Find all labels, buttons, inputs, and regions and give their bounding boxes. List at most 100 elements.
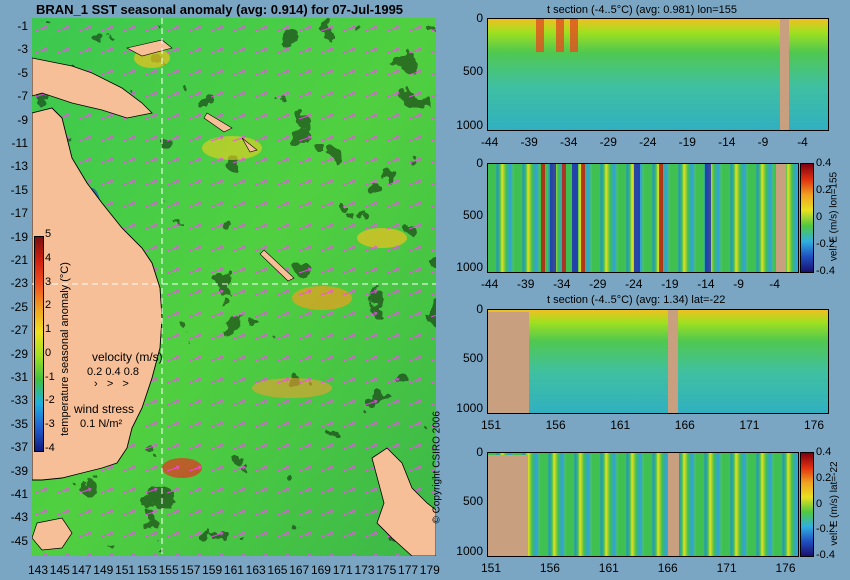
- velocity-colorbar-tick: -0.2: [816, 238, 835, 250]
- section-land: [668, 310, 679, 413]
- velocity-section[interactable]: [487, 163, 799, 273]
- x-tick: 176: [775, 561, 796, 575]
- longitude-ticks: 143 145 147 149 151 153 155 157 159 161 163 165 167 1…: [28, 563, 440, 577]
- lat-tick: -17: [10, 206, 28, 221]
- lat-tick: -11: [11, 136, 28, 150]
- section-land: [488, 312, 529, 413]
- colorbar-ticks: 5 4 3 2 1 0 -1 -2 -3 -4: [45, 228, 59, 454]
- lat-tick: -3: [17, 42, 28, 57]
- velocity-colorbar-tick: 0.4: [816, 446, 832, 458]
- velocity-streak: [562, 164, 567, 272]
- section-land: [780, 19, 789, 130]
- x-tick: 171: [716, 561, 737, 575]
- depth-tick: 1000: [456, 259, 483, 274]
- x-tick: 151: [481, 561, 502, 575]
- velocity-colorbar-tick: -0.4: [816, 265, 835, 277]
- velocity-streak: [540, 164, 545, 272]
- lat-tick: -33: [10, 393, 28, 408]
- lon-tick: 143: [28, 563, 49, 577]
- section-land: [667, 453, 679, 556]
- x-tick: 171: [739, 418, 760, 432]
- x-tick: 166: [657, 561, 678, 575]
- velocity-colorbar-label: vel. E (m/s) lat=-22: [828, 460, 840, 546]
- lat-tick: -5: [17, 65, 28, 80]
- x-tick: -34: [553, 277, 571, 291]
- depth-tick: 500: [462, 207, 483, 222]
- velocity-colorbar-tick: -0.2: [816, 523, 835, 536]
- velocity-legend-values: 0.2 0.4 0.8: [87, 366, 139, 378]
- x-tick: 176: [804, 418, 825, 432]
- velocity-streak: [633, 164, 640, 272]
- lon-tick: 149: [93, 563, 114, 577]
- lat-tick: -37: [10, 440, 28, 455]
- lat-tick: -7: [17, 89, 28, 104]
- velocity-colorbar-tick: 0.2: [816, 471, 832, 484]
- lon-tick: 155: [158, 563, 179, 577]
- temperature-section[interactable]: [487, 309, 829, 414]
- lon-tick: 173: [354, 563, 375, 577]
- velocity-section[interactable]: [487, 452, 799, 557]
- colorbar-tick: -3: [45, 418, 55, 431]
- colorbar-tick: 0: [45, 346, 52, 359]
- lat-tick: -23: [10, 276, 28, 291]
- anomaly-colorbar: [34, 236, 44, 452]
- lat-tick: -1: [17, 19, 28, 33]
- lon-tick: 175: [376, 563, 397, 577]
- depth-tick: 1000: [456, 543, 483, 558]
- x-tick: -39: [520, 135, 538, 149]
- lat-tick: -45: [10, 533, 28, 548]
- x-tick: -14: [718, 135, 736, 149]
- velocity-colorbar: [800, 452, 814, 557]
- x-tick: -44: [481, 277, 499, 291]
- lat-tick: -21: [10, 253, 28, 267]
- lat-tick: -29: [10, 346, 28, 361]
- temperature-section[interactable]: [487, 18, 829, 131]
- x-tick: -24: [639, 135, 657, 149]
- wind-legend-value: 0.1 N/m²: [80, 418, 123, 430]
- velocity-streak: [571, 164, 578, 272]
- velocity-colorbar-tick: 0: [816, 211, 823, 223]
- lon-tick: 153: [136, 563, 157, 577]
- colorbar-label: temperature seasonal anomaly (°C): [59, 262, 71, 436]
- section-land: [488, 455, 529, 556]
- section-title: t section (-4..5°C) (avg: 0.981) lon=155: [547, 4, 737, 16]
- colorbar-tick: -1: [45, 370, 55, 383]
- section-title: t section (-4..5°C) (avg: 1.34) lat=-22: [547, 294, 726, 306]
- velocity-legend-arrows: › > >: [94, 378, 129, 390]
- lat-tick: -13: [10, 159, 28, 174]
- colorbar-tick: 5: [45, 228, 52, 240]
- warm-streak: [556, 19, 564, 53]
- x-tick: -39: [517, 277, 535, 291]
- lon-tick: 167: [289, 563, 310, 577]
- x-tick: -4: [769, 277, 780, 291]
- velocity-colorbar-label: vel. E (m/s) lon=155: [828, 171, 840, 262]
- wind-legend-label: wind stress: [74, 402, 135, 416]
- depth-tick: 0: [476, 11, 483, 25]
- lat-tick: -25: [10, 299, 28, 314]
- x-tick: 156: [545, 418, 566, 432]
- x-tick: -9: [733, 277, 744, 291]
- x-tick: -44: [481, 135, 499, 149]
- x-tick: 161: [598, 561, 619, 575]
- lon-tick: 179: [419, 563, 440, 577]
- sst-anomaly-map[interactable]: 5 4 3 2 1 0 -1 -2 -3 -4 temperature seasonal anom…: [32, 18, 436, 556]
- depth-tick: 0: [476, 156, 483, 170]
- lon-tick: 145: [49, 563, 70, 577]
- x-tick: 166: [674, 418, 695, 432]
- colorbar-tick: -2: [45, 394, 55, 407]
- lat-tick: -31: [10, 370, 28, 384]
- warm-streak: [535, 19, 544, 53]
- x-tick: 151: [481, 418, 502, 432]
- lon-tick: 171: [332, 563, 353, 577]
- depth-tick: 500: [462, 64, 483, 79]
- velocity-streak: [581, 164, 585, 272]
- lat-tick: -19: [10, 229, 28, 244]
- x-tick: -14: [697, 277, 715, 291]
- depth-tick: 0: [476, 302, 483, 316]
- velocity-streak: [550, 164, 556, 272]
- lon-tick: 147: [71, 563, 92, 577]
- lat-tick: -35: [10, 416, 28, 431]
- colorbar-tick: -4: [45, 442, 55, 454]
- copyright: © Copyright CSIRO 2006: [431, 411, 443, 524]
- velocity-colorbar-tick: 0: [816, 497, 823, 510]
